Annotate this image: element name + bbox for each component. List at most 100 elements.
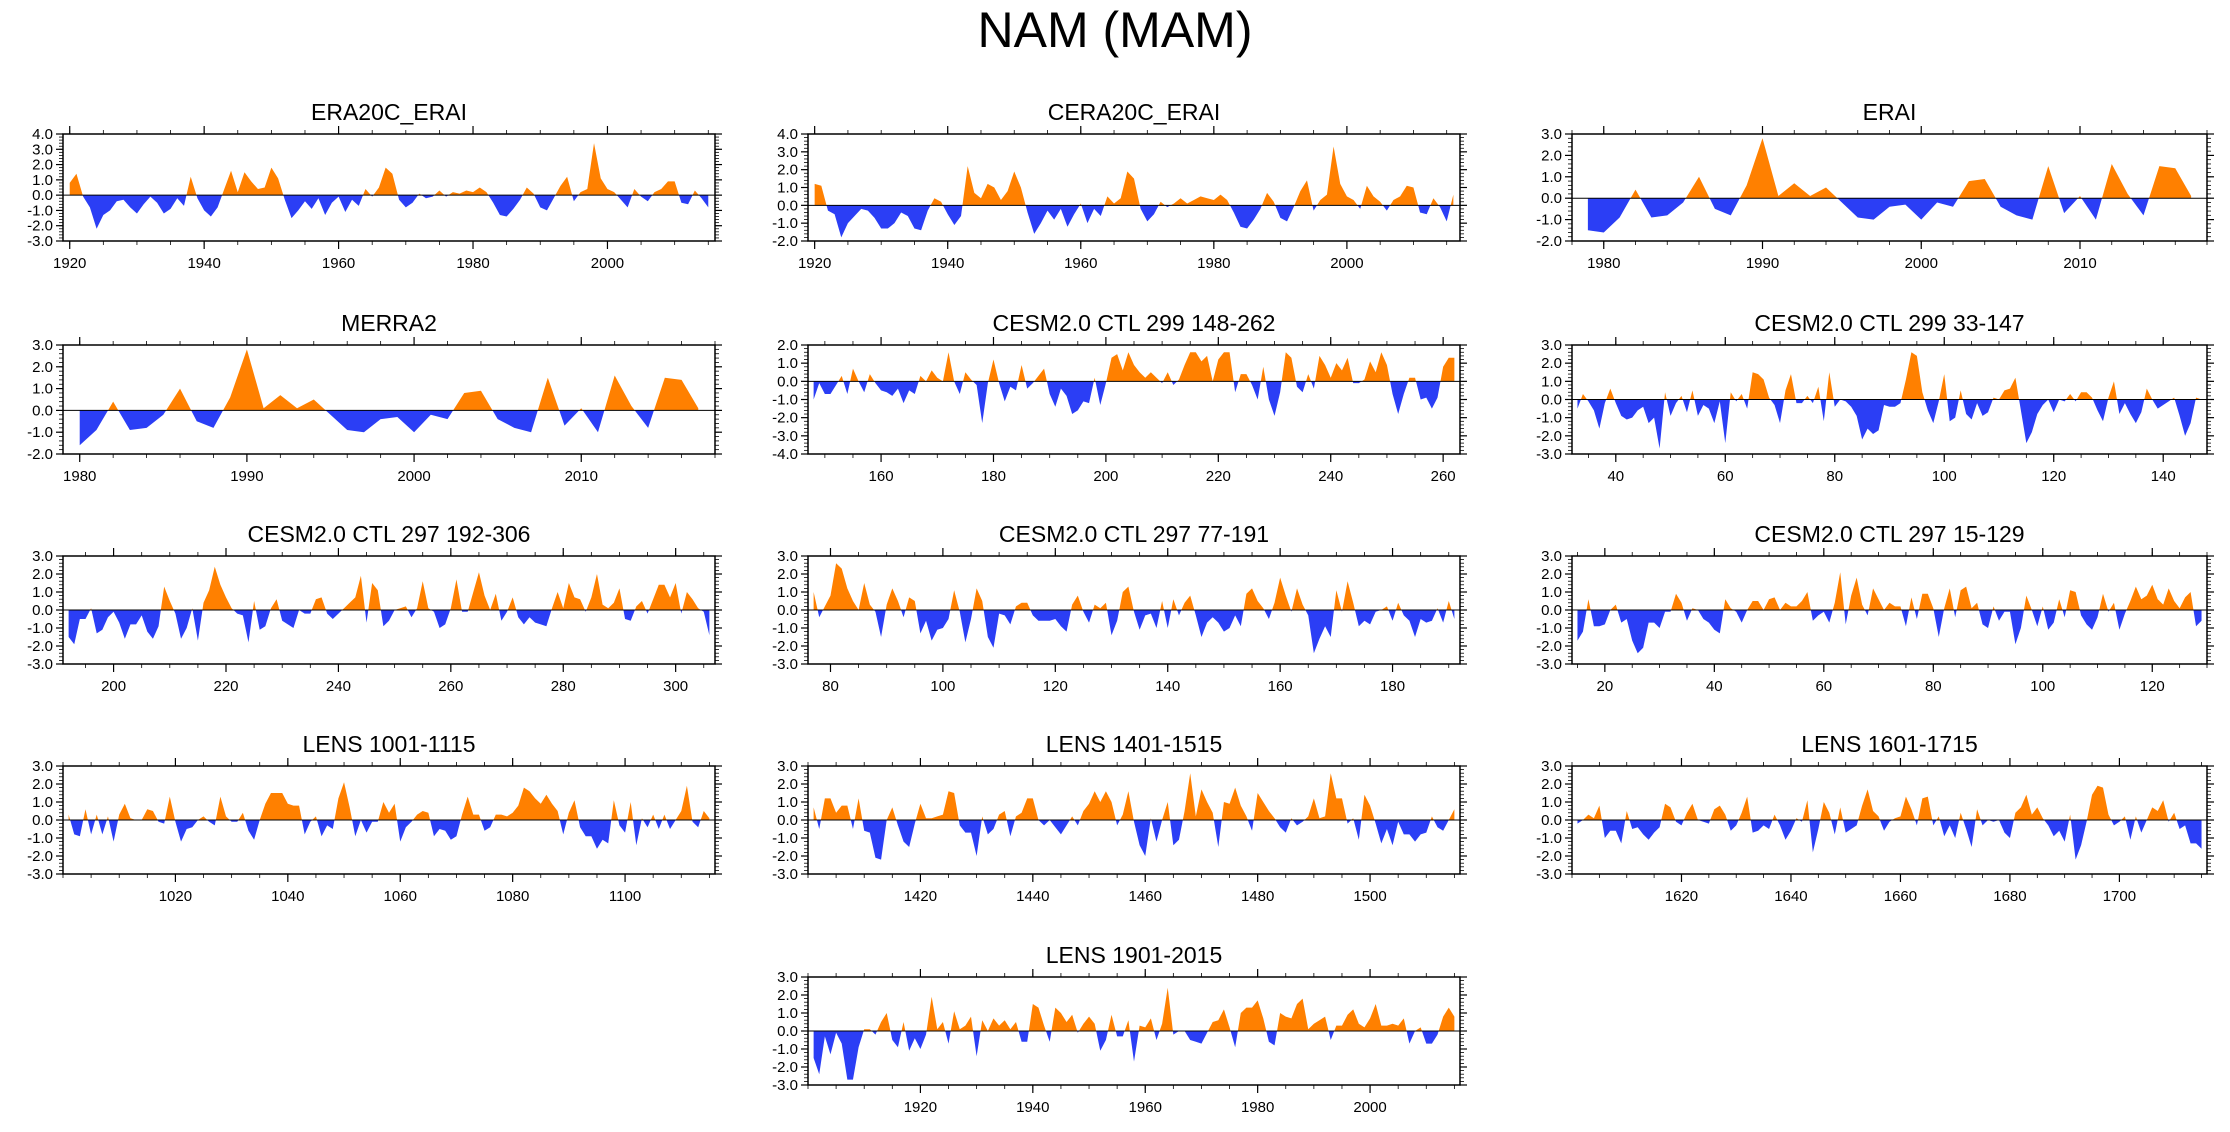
x-tick-label: 2010 <box>2063 255 2096 272</box>
x-tick-label: 180 <box>981 468 1006 485</box>
x-tick-label: 180 <box>1380 678 1405 695</box>
y-tick-label: -3.0 <box>1536 866 1562 883</box>
negative-area <box>79 410 699 446</box>
x-tick-label: 100 <box>2030 678 2055 695</box>
x-tick-label: 120 <box>2041 468 2066 485</box>
y-tick-label: -1.0 <box>772 1041 798 1058</box>
x-tick-label: 80 <box>1925 678 1942 695</box>
x-tick-label: 1940 <box>931 255 964 272</box>
positive-area <box>79 349 699 411</box>
y-tick-label: 2.0 <box>32 776 53 793</box>
x-tick-label: 1920 <box>904 1099 937 1116</box>
y-tick-label: 0.0 <box>777 373 798 390</box>
y-tick-label: 0.0 <box>1541 392 1562 409</box>
negative-area <box>1577 820 2202 860</box>
x-tick-label: 1990 <box>1746 255 1779 272</box>
y-tick-label: 1.0 <box>1541 584 1562 601</box>
y-tick-label: -2.0 <box>772 233 798 250</box>
positive-area <box>68 782 710 820</box>
negative-area <box>813 820 1455 860</box>
x-tick-label: 1460 <box>1129 888 1162 905</box>
y-tick-label: 0.0 <box>32 402 53 419</box>
negative-area <box>813 381 1441 424</box>
x-tick-label: 100 <box>1932 468 1957 485</box>
y-tick-label: 1.0 <box>777 794 798 811</box>
y-tick-label: -3.0 <box>772 656 798 673</box>
y-tick-label: -2.0 <box>772 848 798 865</box>
positive-area <box>813 352 1455 382</box>
x-tick-label: 1920 <box>798 255 831 272</box>
y-tick-label: -1.0 <box>772 392 798 409</box>
x-tick-label: 200 <box>101 678 126 695</box>
positive-area <box>813 563 1455 610</box>
x-tick-label: 1060 <box>384 888 417 905</box>
y-tick-label: 2.0 <box>1541 566 1562 583</box>
chart-panel-4: MERRA2 3.0 2.0 1.0 0.0 -1.0 -2.0 1980 1990 2000 20… <box>27 310 722 485</box>
plot-frame <box>62 344 716 455</box>
positive-area <box>69 143 709 196</box>
y-tick-label: 0.0 <box>777 602 798 619</box>
y-tick-label: 0.0 <box>777 1023 798 1040</box>
y-tick-label: 1.0 <box>1541 169 1562 186</box>
negative-area <box>813 610 1455 654</box>
positive-area <box>1577 785 2202 820</box>
y-tick-label: -3.0 <box>27 233 53 250</box>
y-tick-label: -1.0 <box>1536 212 1562 229</box>
y-tick-label: -1.0 <box>1536 830 1562 847</box>
y-tick-label: 1.0 <box>32 381 53 398</box>
y-tick-label: -2.0 <box>27 218 53 235</box>
negative-area <box>1577 610 2202 654</box>
chart-panel-8: CESM2.0 CTL 297 77-191 3.02.01.00.0-1.0-2… <box>772 521 1467 695</box>
positive-area <box>813 987 1455 1031</box>
y-tick-label: -1.0 <box>27 424 53 441</box>
x-tick-label: 1940 <box>1016 1099 1049 1116</box>
y-tick-label: 3.0 <box>1541 337 1562 354</box>
positive-area <box>1577 572 2202 610</box>
x-tick-label: 2010 <box>565 468 598 485</box>
y-tick-label: 3.0 <box>32 758 53 775</box>
y-tick-label: 3.0 <box>777 548 798 565</box>
y-tick-label: 1.0 <box>777 584 798 601</box>
y-tick-label: 2.0 <box>777 337 798 354</box>
positive-area <box>814 146 1454 206</box>
chart-panel-1: ERA20C_ERAI4.03.02.01.00.0-1.0-2.0-3.019… <box>27 99 722 272</box>
x-tick-label: 260 <box>438 678 463 695</box>
y-tick-label: -2.0 <box>27 446 53 463</box>
x-tick-label: 60 <box>1717 468 1734 485</box>
x-tick-label: 1990 <box>230 468 263 485</box>
chart-panel-5: CESM2.0 CTL 299 148-262 2.01.00.0 -1.0-2.0… <box>772 310 1467 485</box>
y-tick-label: 1.0 <box>777 1005 798 1022</box>
x-tick-label: 1700 <box>2103 888 2136 905</box>
negative-area <box>813 1031 1455 1080</box>
y-tick-label: 0.0 <box>777 197 798 214</box>
x-tick-label: 1640 <box>1774 888 1807 905</box>
y-tick-label: 1.0 <box>777 180 798 197</box>
y-tick-label: -2.0 <box>1536 428 1562 445</box>
y-tick-label: 2.0 <box>32 157 53 174</box>
panel-title: ERAI <box>1863 99 1917 125</box>
x-tick-label: 2000 <box>397 468 430 485</box>
y-tick-label: -1.0 <box>1536 620 1562 637</box>
x-tick-label: 1040 <box>271 888 304 905</box>
panel-title: LENS 1901-2015 <box>1046 942 1222 968</box>
negative-area <box>68 610 710 645</box>
chart-panel-12: LENS 1601-1715 3.02.01.00.0-1.0-2.0-3.0 16… <box>1536 731 2214 905</box>
y-tick-label: 2.0 <box>32 359 53 376</box>
positive-area <box>1630 138 2192 199</box>
y-tick-label: 3.0 <box>32 337 53 354</box>
panel-title: LENS 1401-1515 <box>1046 731 1222 757</box>
x-tick-label: 140 <box>2151 468 2176 485</box>
y-tick-label: 0.0 <box>1541 190 1562 207</box>
x-tick-label: 240 <box>326 678 351 695</box>
panel-title: MERRA2 <box>341 310 437 336</box>
negative-area <box>1577 399 2202 449</box>
y-tick-label: -3.0 <box>1536 656 1562 673</box>
chart-panel-6: CESM2.0 CTL 299 33-147 3.02.01.0 0.0-1.0-2… <box>1536 310 2214 485</box>
x-tick-label: 20 <box>1597 678 1614 695</box>
panel-title: ERA20C_ERAI <box>311 99 467 125</box>
y-tick-label: 0.0 <box>1541 812 1562 829</box>
y-tick-label: -2.0 <box>772 638 798 655</box>
chart-panel-11: LENS 1401-1515 3.02.01.00.0-1.0-2.0-3.0 14… <box>772 731 1467 905</box>
